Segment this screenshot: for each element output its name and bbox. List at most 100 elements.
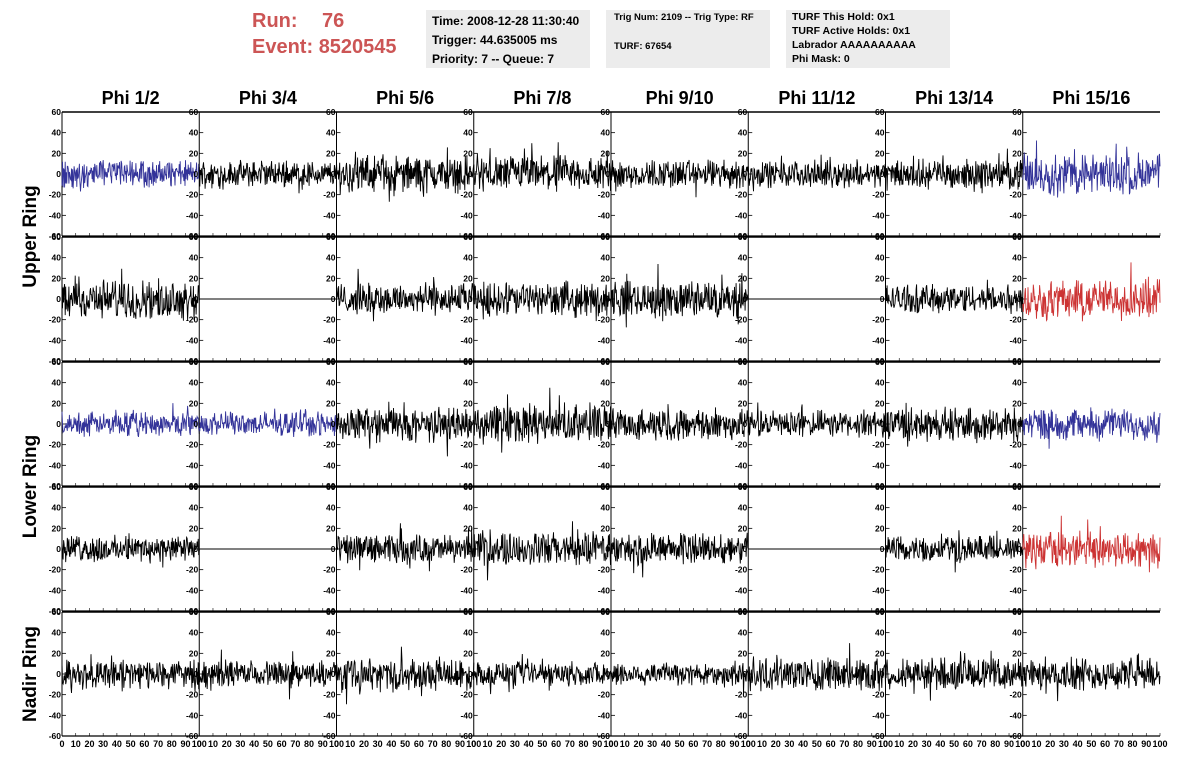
x-tick-label: 30 [98,739,108,749]
x-tick-label: 30 [510,739,520,749]
run-label: Run: [252,10,298,32]
x-tick-label: 90 [1004,739,1014,749]
y-tick-label: -40 [186,710,199,720]
x-tick-label: 100 [466,739,481,749]
y-tick-label: 0 [880,669,885,679]
ring-label: Nadir Ring [20,626,41,722]
x-tick-label: 80 [853,739,863,749]
y-tick-label: 20 [601,648,611,658]
x-tick-label: 90 [318,739,328,749]
y-tick-label: -20 [735,190,748,200]
waveform-trace [885,650,1024,701]
y-tick-label: 0 [468,169,473,179]
y-tick-label: 0 [56,294,61,304]
y-tick-label: -20 [323,315,336,325]
x-tick-label: 10 [757,739,767,749]
y-tick-label: -20 [186,315,199,325]
y-tick-label: -20 [49,565,62,575]
x-tick-label: 0 [59,739,64,749]
y-tick-label: -40 [1009,585,1022,595]
y-tick-label: -60 [49,356,62,366]
x-tick-label: 10 [620,739,630,749]
x-tick-label: 70 [702,739,712,749]
x-tick-label: 20 [84,739,94,749]
y-tick-label: 0 [880,294,885,304]
waveform-trace [336,268,475,322]
y-tick-label: 40 [52,253,62,263]
y-tick-label: 0 [743,169,748,179]
y-tick-label: 60 [326,607,336,617]
waveform-trace [336,646,475,705]
y-tick-label: -20 [598,565,611,575]
x-tick-label: 60 [139,739,149,749]
priority-text: Priority: 7 -- Queue: 7 [432,52,555,66]
x-tick-label: 80 [441,739,451,749]
y-tick-label: 0 [1017,544,1022,554]
x-tick-label: 100 [878,739,893,749]
waveform-trace [610,263,749,328]
x-tick-label: 10 [894,739,904,749]
y-tick-label: 60 [1012,232,1022,242]
waveform-trace [610,404,749,441]
y-tick-label: 0 [194,419,199,429]
y-tick-label: 0 [194,669,199,679]
x-tick-label: 70 [1114,739,1124,749]
x-tick-label: 60 [1100,739,1110,749]
y-tick-label: 60 [463,607,473,617]
y-tick-label: 20 [601,523,611,533]
y-tick-label: -40 [460,335,473,345]
y-tick-label: -20 [735,440,748,450]
y-tick-label: -40 [49,335,62,345]
x-tick-label: 40 [935,739,945,749]
y-tick-label: 40 [326,628,336,638]
x-tick-label: 0 [471,739,476,749]
y-tick-label: 0 [743,544,748,554]
x-tick-label: 60 [277,739,287,749]
x-tick-label: 50 [675,739,685,749]
x-tick-label: 90 [730,739,740,749]
column-header: Phi 13/14 [915,88,993,108]
y-tick-label: -20 [872,315,885,325]
waveform-trace [1022,407,1161,449]
y-tick-label: 0 [194,544,199,554]
x-tick-label: 90 [1141,739,1151,749]
y-tick-label: 40 [326,253,336,263]
y-tick-label: 20 [463,648,473,658]
y-tick-label: 20 [1012,648,1022,658]
y-tick-label: 20 [463,273,473,283]
x-tick-label: 40 [1073,739,1083,749]
x-tick-label: 80 [1128,739,1138,749]
y-tick-label: 20 [189,648,199,658]
y-tick-label: 0 [880,169,885,179]
y-tick-label: 40 [463,378,473,388]
y-tick-label: 20 [463,148,473,158]
y-tick-label: -20 [49,440,62,450]
x-tick-label: 100 [741,739,756,749]
y-tick-label: -60 [49,481,62,491]
waveform-trace [1022,262,1161,322]
y-tick-label: -20 [1009,690,1022,700]
y-tick-label: 40 [875,503,885,513]
y-tick-label: -20 [186,565,199,575]
y-tick-label: 40 [326,378,336,388]
y-tick-label: 0 [743,419,748,429]
y-tick-label: 20 [326,398,336,408]
y-tick-label: 20 [738,148,748,158]
x-tick-label: 20 [359,739,369,749]
y-tick-label: -40 [735,335,748,345]
y-tick-label: 20 [326,148,336,158]
y-tick-label: 60 [738,482,748,492]
x-tick-label: 40 [524,739,534,749]
x-tick-label: 40 [661,739,671,749]
y-tick-label: 0 [1017,294,1022,304]
y-tick-label: -20 [460,690,473,700]
x-tick-label: 100 [192,739,207,749]
y-tick-label: -60 [49,731,62,741]
y-tick-label: -40 [323,460,336,470]
y-tick-label: -20 [1009,190,1022,200]
x-tick-label: 30 [235,739,245,749]
y-tick-label: 20 [189,273,199,283]
y-tick-label: 40 [1012,378,1022,388]
x-tick-label: 50 [949,739,959,749]
y-tick-label: 0 [331,544,336,554]
